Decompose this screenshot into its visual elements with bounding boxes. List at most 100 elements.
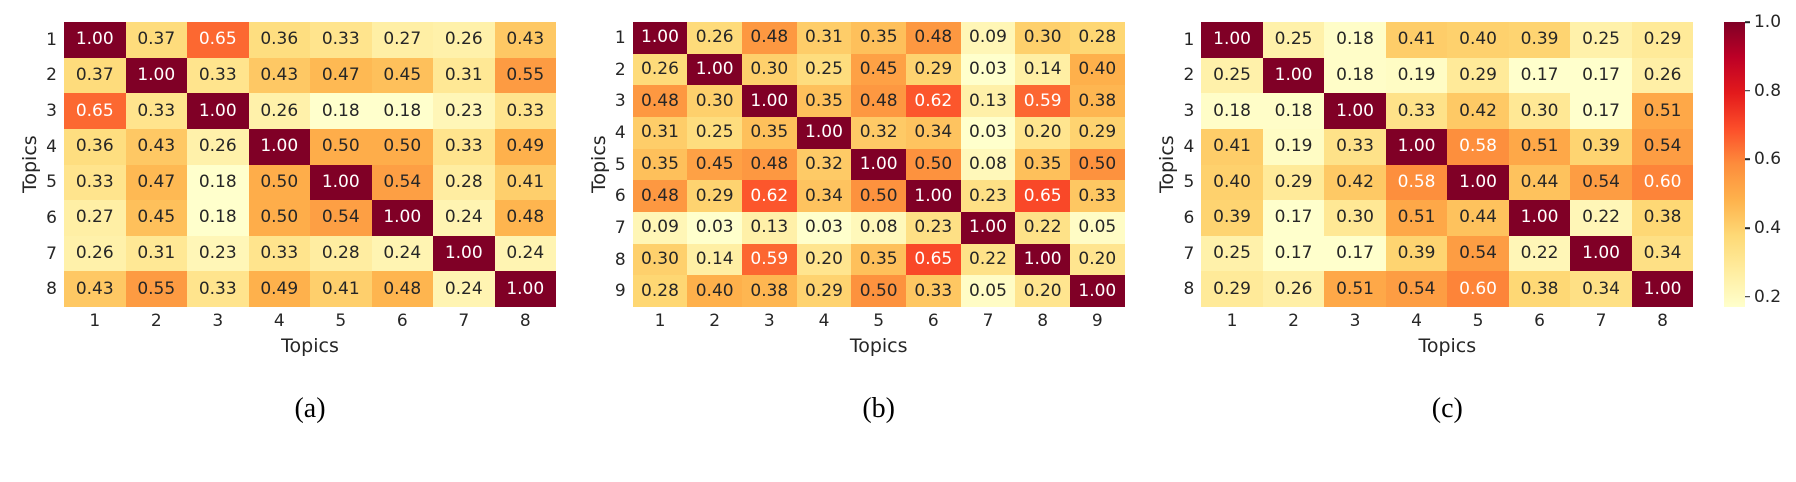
heatmap-cell: 0.08 xyxy=(960,148,1016,181)
x-tick-label: 4 xyxy=(818,311,830,331)
heatmap-cell: 0.47 xyxy=(310,57,372,94)
heatmap-cell: 0.50 xyxy=(310,128,372,165)
heatmap-cell: 0.14 xyxy=(1015,53,1070,86)
heatmap-cell: 0.24 xyxy=(433,200,495,236)
heatmap-cell: 0.17 xyxy=(1570,57,1632,94)
heatmap-cell: 0.25 xyxy=(1262,22,1325,58)
colorbar-tick-label: 0.8 xyxy=(1753,80,1782,101)
heatmap-cell: 1.00 xyxy=(632,22,688,54)
x-tick-label: 5 xyxy=(873,311,885,331)
heatmap-cell: 0.45 xyxy=(371,57,433,94)
heatmap-cell: 0.03 xyxy=(796,211,852,244)
y-axis-title: Topics xyxy=(587,135,610,194)
heatmap-cell: 0.17 xyxy=(1262,200,1325,236)
heatmap-cell: 0.42 xyxy=(1324,164,1386,201)
x-axis-title: Topics xyxy=(1418,335,1477,357)
heatmap-cell: 0.05 xyxy=(960,275,1016,307)
heatmap-cell: 1.00 xyxy=(796,116,852,149)
x-tick-label: 7 xyxy=(458,311,470,331)
heatmap-cell: 0.33 xyxy=(187,57,249,94)
heatmap-cell: 1.00 xyxy=(851,148,906,181)
heatmap-cell: 0.18 xyxy=(187,200,249,236)
heatmap-cell: 0.65 xyxy=(187,22,249,58)
heatmap-cell: 1.00 xyxy=(1015,243,1070,276)
panel-caption: (a) xyxy=(294,393,326,424)
heatmap-cell: 1.00 xyxy=(433,235,495,272)
heatmap-cell: 0.26 xyxy=(1262,271,1325,307)
heatmap-cell: 0.38 xyxy=(741,275,797,307)
heatmap-cell: 0.31 xyxy=(125,235,187,272)
heatmap-cell: 0.35 xyxy=(796,85,852,117)
heatmap-cell: 0.18 xyxy=(1262,93,1325,129)
heatmap-cell: 1.00 xyxy=(1385,128,1448,165)
heatmap-cell: 0.30 xyxy=(1508,93,1571,129)
y-tick-label: 7 xyxy=(1183,243,1195,264)
colorbar-tick-mark xyxy=(1744,89,1750,92)
heatmap-cell: 0.25 xyxy=(1201,57,1263,94)
heatmap-cell: 0.30 xyxy=(1324,200,1386,236)
heatmap-cell: 0.50 xyxy=(248,164,310,201)
heatmap-cell: 0.34 xyxy=(905,116,961,149)
heatmap-cell: 1.00 xyxy=(1201,22,1263,58)
x-tick-label: 8 xyxy=(1657,311,1668,331)
heatmap-cell: 1.00 xyxy=(1324,93,1386,129)
y-tick-label: 1 xyxy=(46,29,57,50)
heatmap-cell: 0.32 xyxy=(796,148,852,181)
heatmap-cell: 0.03 xyxy=(960,53,1016,86)
heatmap-cell: 0.25 xyxy=(687,116,742,149)
heatmap-cell: 0.26 xyxy=(1631,57,1694,94)
heatmap-cell: 0.33 xyxy=(1069,180,1125,212)
heatmap-cell: 0.31 xyxy=(433,57,495,94)
heatmap-cell: 0.18 xyxy=(371,93,433,129)
x-tick-labels: 1 2 3 4 5 6 7 8 xyxy=(64,307,556,335)
heatmap-cell: 0.30 xyxy=(741,53,797,86)
heatmap-cell: 0.08 xyxy=(851,211,906,244)
heatmap-cell: 0.45 xyxy=(687,148,742,181)
heatmap-cell: 0.26 xyxy=(248,93,310,129)
heatmap-cell: 0.33 xyxy=(248,235,310,272)
heatmap-cell: 0.17 xyxy=(1508,57,1571,94)
heatmap-cell: 0.59 xyxy=(1015,85,1070,117)
heatmap-cell: 0.03 xyxy=(687,211,742,244)
heatmap-cell: 1.00 xyxy=(1262,57,1325,94)
heatmap-cell: 0.27 xyxy=(371,22,433,58)
heatmap-cell: 1.00 xyxy=(125,57,187,94)
heatmap-cell: 0.48 xyxy=(632,180,688,212)
heatmap-cell: 0.34 xyxy=(1631,235,1694,272)
heatmap-cell: 0.41 xyxy=(494,164,556,201)
heatmap-cell: 1.00 xyxy=(1508,200,1571,236)
heatmap-cell: 0.62 xyxy=(905,85,961,117)
heatmap-cell: 0.33 xyxy=(433,128,495,165)
heatmap-cell: 0.54 xyxy=(310,200,372,236)
heatmap-cell: 0.33 xyxy=(494,93,556,129)
colorbar-tick-label: 0.6 xyxy=(1753,149,1782,170)
heatmap-cell: 0.40 xyxy=(1069,53,1125,86)
x-tick-label: 4 xyxy=(1411,311,1422,331)
heatmap-cell: 0.29 xyxy=(1201,271,1263,307)
heatmap-cell: 1.00 xyxy=(371,200,433,236)
heatmap-cell: 0.51 xyxy=(1385,200,1448,236)
y-tick-label: 8 xyxy=(46,279,57,300)
heatmap-cell: 0.41 xyxy=(310,271,372,307)
heatmap-cell: 0.29 xyxy=(1262,164,1325,201)
heatmap-cell: 0.14 xyxy=(687,243,742,276)
x-tick-label: 6 xyxy=(927,311,939,331)
heatmap-cell: 0.33 xyxy=(310,22,372,58)
heatmap-cell: 0.35 xyxy=(632,148,688,181)
heatmap-cell: 0.24 xyxy=(433,271,495,307)
heatmap-grid: 1.00 0.25 0.18 0.41 0.40 0.39 0.25 0.29 0.25 1.00… xyxy=(1201,22,1694,307)
heatmap-cell: 0.51 xyxy=(1324,271,1386,307)
x-tick-label: 7 xyxy=(1595,311,1607,331)
heatmap-cell: 0.65 xyxy=(905,243,961,276)
heatmap-cell: 0.34 xyxy=(1570,271,1632,307)
heatmap-cell: 0.20 xyxy=(1015,116,1070,149)
heatmap-cell: 0.13 xyxy=(741,211,797,244)
heatmap-cell: 0.35 xyxy=(851,22,906,54)
heatmap-cell: 0.30 xyxy=(1015,22,1070,54)
x-tick-label: 1 xyxy=(89,311,101,331)
heatmap-cell: 0.40 xyxy=(1201,164,1263,201)
y-tick-label: 8 xyxy=(1183,279,1195,300)
